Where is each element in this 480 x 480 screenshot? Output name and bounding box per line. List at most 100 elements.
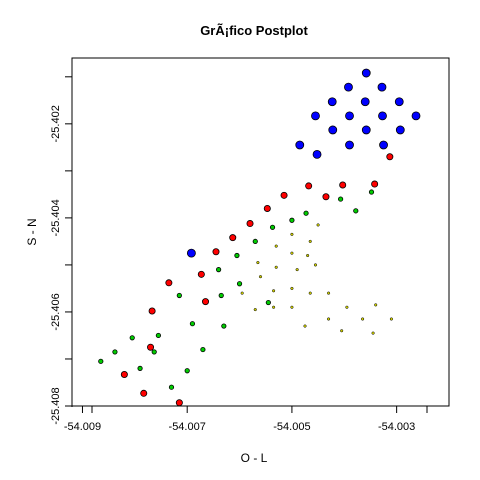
red-data-point [120,370,128,378]
green-data-point [137,365,143,371]
green-data-point [112,349,118,355]
yellow-data-point [290,251,294,255]
green-data-point [151,349,157,355]
green-data-point [189,321,196,327]
yellow-data-point [306,253,310,258]
red-data-point [263,204,271,212]
x-axis-ticks: -54.009 -54.007 -54.005 -54.003 [64,406,428,433]
red-data-point [175,399,183,407]
yellow-data-point [272,289,276,293]
blue-data-point [327,97,337,107]
green-data-point [303,210,309,216]
data-points [98,68,421,407]
green-data-point [98,358,104,364]
green-data-point [252,238,258,245]
blue-data-point [378,111,387,121]
yellow-data-point [290,286,294,290]
green-data-point [269,224,276,230]
green-data-point [216,267,222,273]
blue-data-point [361,125,371,135]
red-data-point [165,279,173,287]
blue-data-point [311,111,320,121]
green-data-point [234,252,240,259]
yellow-data-point [308,239,312,243]
green-data-point [218,292,224,299]
y-tick-label: -25.406 [50,293,62,330]
yellow-data-point [313,263,318,267]
yellow-data-point [345,305,349,309]
yellow-data-point [256,261,260,265]
x-axis-label: O - L [241,451,268,465]
y-tick-label: -25.404 [50,199,62,236]
yellow-data-point [327,291,331,295]
y-tick-label: -25.408 [50,387,62,424]
x-tick-label: -54.007 [169,421,206,433]
blue-data-point [312,150,322,159]
blue-data-point [395,125,405,135]
red-data-point [212,248,220,256]
yellow-data-point [290,305,294,309]
x-tick-label: -54.009 [64,421,101,433]
y-axis-ticks: -25.402 -25.404 -25.406 -25.408 [50,76,72,425]
red-data-point [140,389,148,397]
green-data-point [200,346,206,353]
blue-data-point [379,140,388,150]
yellow-data-point [253,308,257,312]
red-data-point [148,307,156,315]
green-data-point [368,189,375,195]
yellow-data-point [303,324,307,328]
plot-frame [71,57,450,407]
blue-data-point [345,111,354,121]
blue-data-point [361,68,371,78]
yellow-data-point [361,317,365,321]
red-data-point [371,180,379,188]
yellow-data-point [295,268,299,272]
blue-data-point [186,248,196,258]
y-tick-label: -25.402 [50,105,62,142]
yellow-data-point [340,329,344,333]
y-axis-label: S - N [25,218,39,245]
chart-title: GrÃ¡fico Postplot [200,23,308,38]
blue-data-point [328,125,338,135]
red-data-point [246,220,254,228]
red-data-point [386,153,394,161]
yellow-data-point [274,265,278,269]
x-tick-label: -54.003 [378,421,415,433]
red-data-point [339,181,347,189]
green-data-point [221,323,227,329]
yellow-data-point [240,291,244,295]
blue-data-point [345,140,354,150]
yellow-data-point [374,303,378,307]
green-data-point [289,217,295,223]
yellow-data-point [272,305,276,309]
yellow-data-point [274,244,278,248]
green-data-point [168,384,175,390]
green-data-point [338,196,344,202]
yellow-data-point [308,291,312,295]
green-data-point [155,332,161,339]
blue-data-point [377,82,387,92]
green-data-point [129,335,135,341]
blue-data-point [411,111,421,121]
red-data-point [322,193,330,201]
yellow-data-point [327,317,331,321]
green-data-point [236,281,243,287]
blue-data-point [295,140,305,150]
red-data-point [280,191,288,199]
green-data-point [176,292,182,299]
yellow-data-point [389,317,393,321]
green-data-point [353,208,359,214]
red-data-point [197,270,205,278]
green-data-point [265,299,271,306]
blue-data-point [344,82,353,92]
green-data-point [184,368,190,374]
yellow-data-point [290,232,294,236]
blue-data-point [360,97,370,107]
red-data-point [229,234,237,242]
red-data-point [147,343,155,351]
yellow-data-point [258,275,263,279]
red-data-point [202,298,210,306]
yellow-data-point [316,223,320,227]
x-tick-label: -54.005 [273,421,310,433]
